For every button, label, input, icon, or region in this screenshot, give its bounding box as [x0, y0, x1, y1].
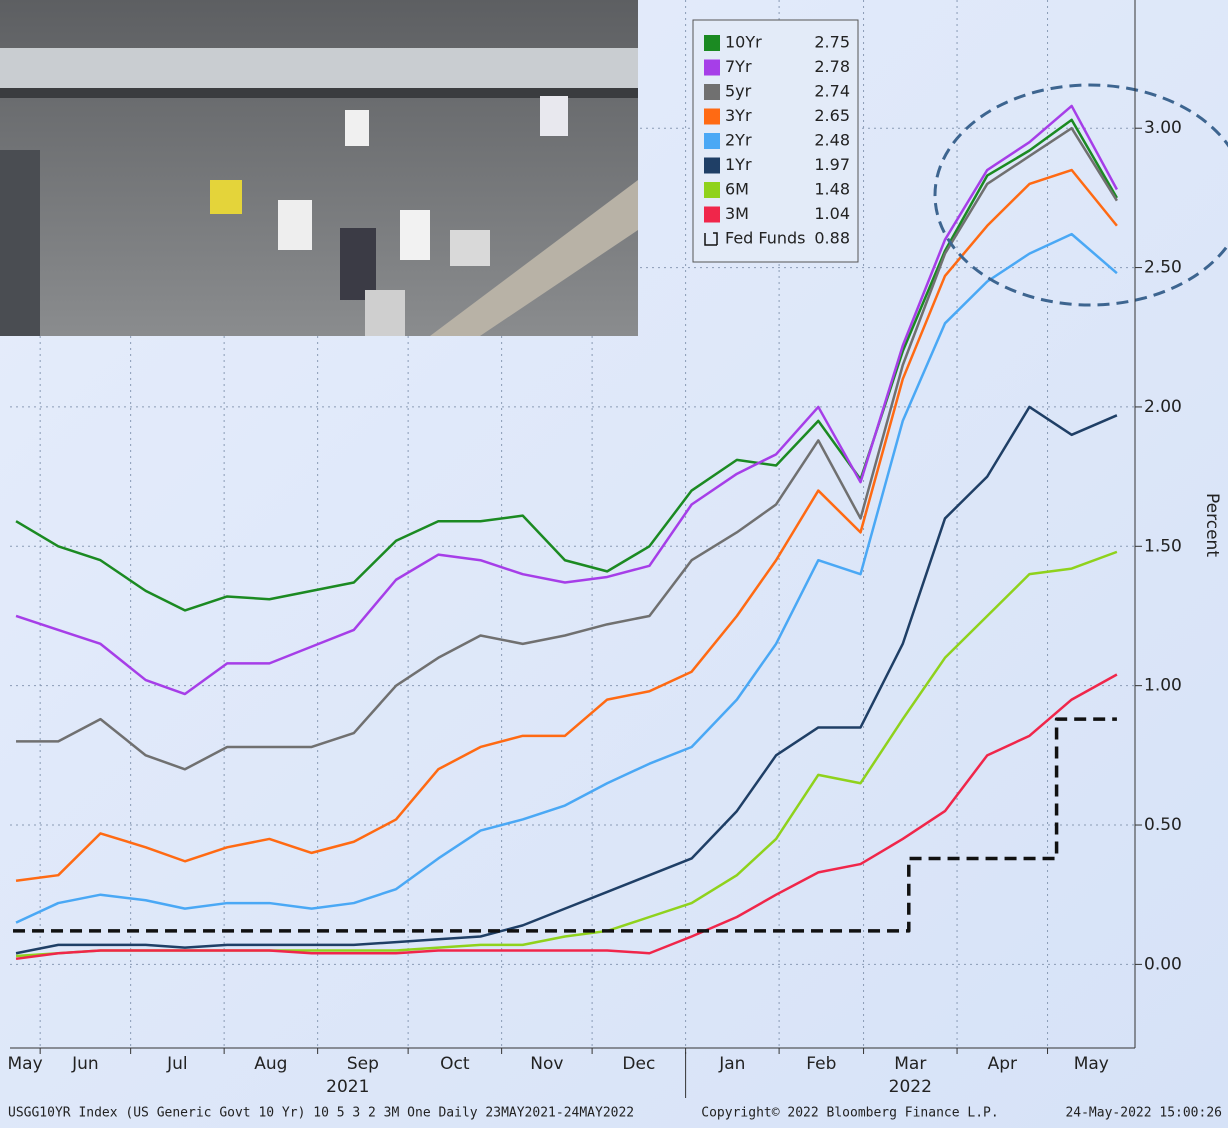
- legend-value: 2.48: [814, 131, 850, 150]
- legend-value: 1.48: [814, 180, 850, 199]
- series-line: [15, 405, 1118, 955]
- legend-label: Fed Funds: [725, 229, 806, 248]
- x-tick-label: Nov: [530, 1054, 563, 1074]
- footer-left: USGG10YR Index (US Generic Govt 10 Yr) 1…: [8, 1106, 634, 1121]
- legend-marker: [704, 206, 720, 223]
- truck: [340, 228, 376, 300]
- legend-value: 2.75: [814, 33, 850, 52]
- x-tick-label: Sep: [347, 1054, 379, 1074]
- series-line: [15, 168, 1118, 883]
- legend-value: 1.97: [814, 155, 850, 174]
- x-tick-label: Jun: [71, 1054, 99, 1074]
- legend-value: 0.88: [814, 229, 850, 248]
- legend-label: 3Yr: [725, 106, 752, 125]
- series-line: [16, 126, 1118, 771]
- x-tick-label: Apr: [988, 1054, 1017, 1074]
- y-tick-label: 1.50: [1144, 536, 1182, 556]
- truck: [278, 200, 312, 250]
- x-tick-label: Feb: [806, 1054, 836, 1074]
- truck: [345, 110, 369, 146]
- legend-value: 1.04: [814, 204, 850, 223]
- legend-marker: [704, 157, 720, 174]
- x-tick-label: Jan: [718, 1054, 745, 1074]
- barrier: [430, 180, 638, 336]
- truck: [400, 210, 430, 260]
- legend-label: 10Yr: [725, 33, 762, 52]
- y-tick-label: 0.00: [1144, 954, 1182, 974]
- y-tick-label: 3.00: [1144, 118, 1182, 138]
- x-tick-label: Jul: [166, 1054, 188, 1074]
- legend-marker: [704, 59, 720, 76]
- truck: [540, 96, 568, 136]
- series-line: [15, 118, 1118, 612]
- x-tick-label: May: [8, 1054, 43, 1074]
- toll-canopy: [0, 48, 638, 90]
- toll-beam: [0, 88, 638, 98]
- x-year-label: 2021: [326, 1077, 369, 1097]
- y-tick-label: 0.50: [1144, 815, 1182, 835]
- legend-marker: [704, 182, 720, 198]
- legend-marker: [704, 35, 720, 51]
- y-tick-label: 2.50: [1144, 258, 1182, 278]
- truck: [450, 230, 490, 266]
- legend-label: 1Yr: [725, 155, 752, 174]
- legend-label: 3M: [725, 204, 749, 223]
- footer-center: Copyright© 2022 Bloomberg Finance L.P.: [701, 1106, 998, 1121]
- y-tick-label: 2.00: [1144, 397, 1182, 417]
- truck: [210, 180, 242, 214]
- series-line: [15, 104, 1118, 696]
- x-tick-label: May: [1074, 1054, 1109, 1074]
- legend-marker: [704, 84, 720, 100]
- truck: [365, 290, 405, 336]
- step-line: [13, 717, 1117, 933]
- legend-marker: [704, 232, 718, 246]
- legend-value: 2.65: [814, 106, 850, 125]
- footer-right: 24-May-2022 15:00:26: [1065, 1106, 1222, 1121]
- series-line: [15, 232, 1118, 924]
- series-line: [15, 673, 1118, 961]
- legend-label: 2Yr: [725, 131, 752, 150]
- x-tick-label: Dec: [622, 1054, 655, 1074]
- legend-box: [692, 19, 859, 263]
- legend-marker: [704, 133, 720, 149]
- x-tick-label: Mar: [894, 1054, 926, 1074]
- x-tick-label: Aug: [254, 1054, 287, 1074]
- legend-value: 2.78: [814, 57, 850, 76]
- building: [0, 150, 40, 336]
- lines: [13, 104, 1118, 961]
- legend: 10Yr 2.75 7Yr 2.78 5yr 2.74 3Yr 2.65 2Yr 2.48 1Yr 1…: [692, 19, 859, 263]
- legend-label: 6M: [725, 180, 749, 199]
- legend-marker: [704, 108, 720, 125]
- x-tick-label: Oct: [440, 1054, 470, 1074]
- y-tick-label: 1.00: [1144, 676, 1182, 696]
- legend-label: 5yr: [725, 82, 752, 101]
- x-year-label: 2022: [889, 1077, 932, 1097]
- legend-value: 2.74: [814, 82, 850, 101]
- legend-label: 7Yr: [725, 57, 752, 76]
- y-axis-label: Percent: [1202, 493, 1222, 557]
- photo: [0, 0, 638, 336]
- highlight-ellipse: [933, 83, 1228, 307]
